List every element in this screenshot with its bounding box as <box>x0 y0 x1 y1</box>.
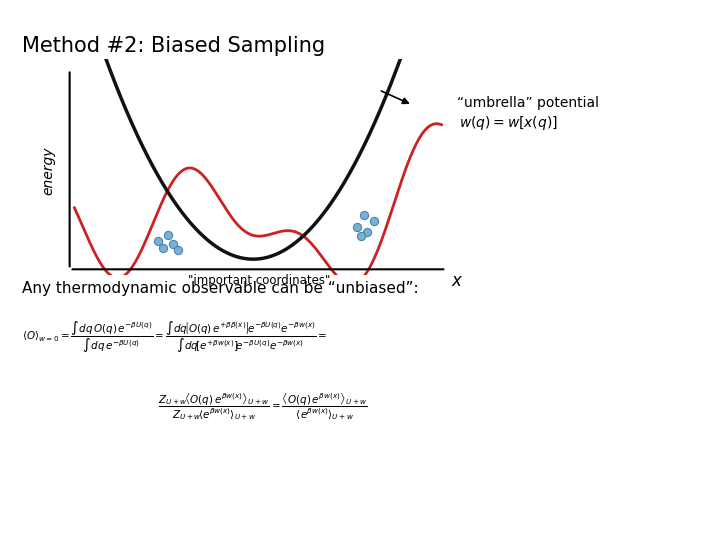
Text: Ƭ: Ƭ <box>12 11 32 38</box>
Text: $w(q) = w[x(q)]$: $w(q) = w[x(q)]$ <box>459 113 558 132</box>
Text: energy: energy <box>41 147 55 195</box>
Text: Any thermodynamic observable can be “unbiased”:: Any thermodynamic observable can be “unb… <box>22 281 418 296</box>
Point <box>368 217 379 225</box>
Point <box>356 232 367 240</box>
Point <box>351 222 363 231</box>
Point <box>172 246 184 254</box>
Text: Method #2: Biased Sampling: Method #2: Biased Sampling <box>22 36 325 56</box>
Point <box>158 244 169 252</box>
Text: $\dfrac{Z_{U+w}\!\left\langle O(q)\,e^{\beta w(x)}\right\rangle_{U+w}}{Z_{U+w}\!: $\dfrac{Z_{U+w}\!\left\langle O(q)\,e^{\… <box>158 390 368 422</box>
Point <box>359 210 370 219</box>
Text: $\langle O \rangle_{w=0} = \dfrac{\int dq\,O(q)\,e^{-\beta U(q)}}{\int dq\,e^{-\: $\langle O \rangle_{w=0} = \dfrac{\int d… <box>22 320 327 355</box>
Text: "important coordinates": "important coordinates" <box>188 274 330 287</box>
Point <box>153 237 164 245</box>
Text: TEMPLE: TEMPLE <box>40 7 120 24</box>
Point <box>361 227 373 236</box>
Text: $x$: $x$ <box>451 272 464 289</box>
Point <box>163 231 174 239</box>
Text: “umbrella” potential: “umbrella” potential <box>457 96 599 110</box>
Text: UNIVERSITY®: UNIVERSITY® <box>42 33 90 39</box>
Point <box>167 240 179 248</box>
